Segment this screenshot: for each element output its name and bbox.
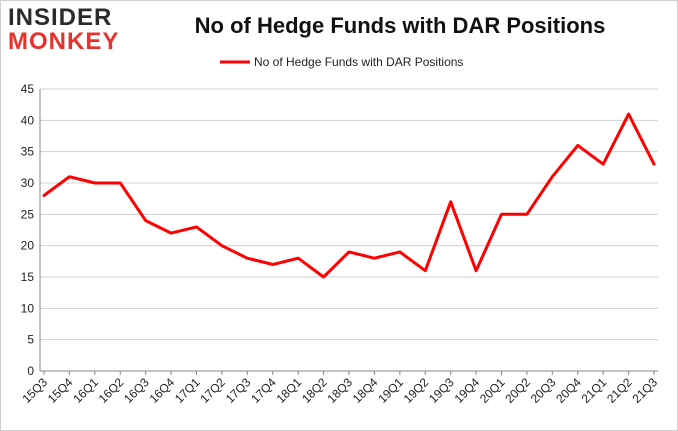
logo-line-2: MONKEY (8, 28, 120, 55)
y-tick-label-30: 30 (21, 176, 35, 190)
y-tick-label-40: 40 (21, 113, 35, 127)
x-tick-label-17Q4: 17Q4 (248, 375, 279, 406)
insider-monkey-logo: INSIDER MONKEY (8, 6, 128, 54)
x-tick-label-18Q4: 18Q4 (350, 375, 381, 406)
x-tick-labels: 15Q315Q416Q116Q216Q316Q417Q117Q217Q317Q4… (19, 375, 660, 406)
x-tick-label-20Q1: 20Q1 (477, 375, 508, 406)
x-tick-label-20Q2: 20Q2 (502, 375, 533, 406)
x-tick-label-18Q2: 18Q2 (299, 375, 330, 406)
y-tick-label-25: 25 (21, 207, 35, 221)
legend-label: No of Hedge Funds with DAR Positions (254, 55, 463, 69)
legend: No of Hedge Funds with DAR Positions (220, 55, 463, 69)
x-tick-label-18Q3: 18Q3 (324, 375, 355, 406)
x-tick-label-19Q1: 19Q1 (375, 375, 406, 406)
y-tick-labels: 0 5 10 15 20 25 30 35 40 45 (21, 82, 35, 378)
x-tick-label-20Q3: 20Q3 (528, 375, 559, 406)
y-tick-label-15: 15 (21, 270, 35, 284)
x-tick-label-16Q3: 16Q3 (121, 375, 152, 406)
x-tick-label-17Q3: 17Q3 (223, 375, 254, 406)
y-tick-label-20: 20 (21, 239, 35, 253)
x-tick-label-17Q2: 17Q2 (197, 375, 228, 406)
x-tick-label-21Q2: 21Q2 (604, 375, 635, 406)
x-tick-label-18Q1: 18Q1 (274, 375, 305, 406)
x-tick-label-15Q3: 15Q3 (19, 375, 50, 406)
logo-line-1: INSIDER (8, 4, 113, 31)
x-tick-label-20Q4: 20Q4 (553, 375, 584, 406)
x-tick-label-19Q2: 19Q2 (401, 375, 432, 406)
chart-title: No of Hedge Funds with DAR Positions (194, 13, 606, 38)
x-tick-label-16Q1: 16Q1 (70, 375, 101, 406)
y-tick-label-0: 0 (27, 364, 34, 378)
series-lines (42, 112, 656, 279)
y-tick-label-35: 35 (21, 145, 35, 159)
y-tick-label-10: 10 (21, 301, 35, 315)
x-tick-label-17Q1: 17Q1 (172, 375, 203, 406)
y-tick-label-5: 5 (27, 333, 34, 347)
x-tick-label-19Q3: 19Q3 (426, 375, 457, 406)
y-tick-label-45: 45 (21, 82, 35, 96)
axes (39, 89, 658, 375)
gridlines (40, 88, 658, 372)
x-tick-label-15Q4: 15Q4 (45, 375, 76, 406)
x-tick-label-21Q1: 21Q1 (579, 375, 610, 406)
x-tick-label-16Q4: 16Q4 (147, 375, 178, 406)
x-tick-label-21Q3: 21Q3 (629, 375, 660, 406)
x-tick-label-16Q2: 16Q2 (96, 375, 127, 406)
series-line-0 (42, 112, 656, 279)
x-tick-label-19Q4: 19Q4 (452, 375, 483, 406)
